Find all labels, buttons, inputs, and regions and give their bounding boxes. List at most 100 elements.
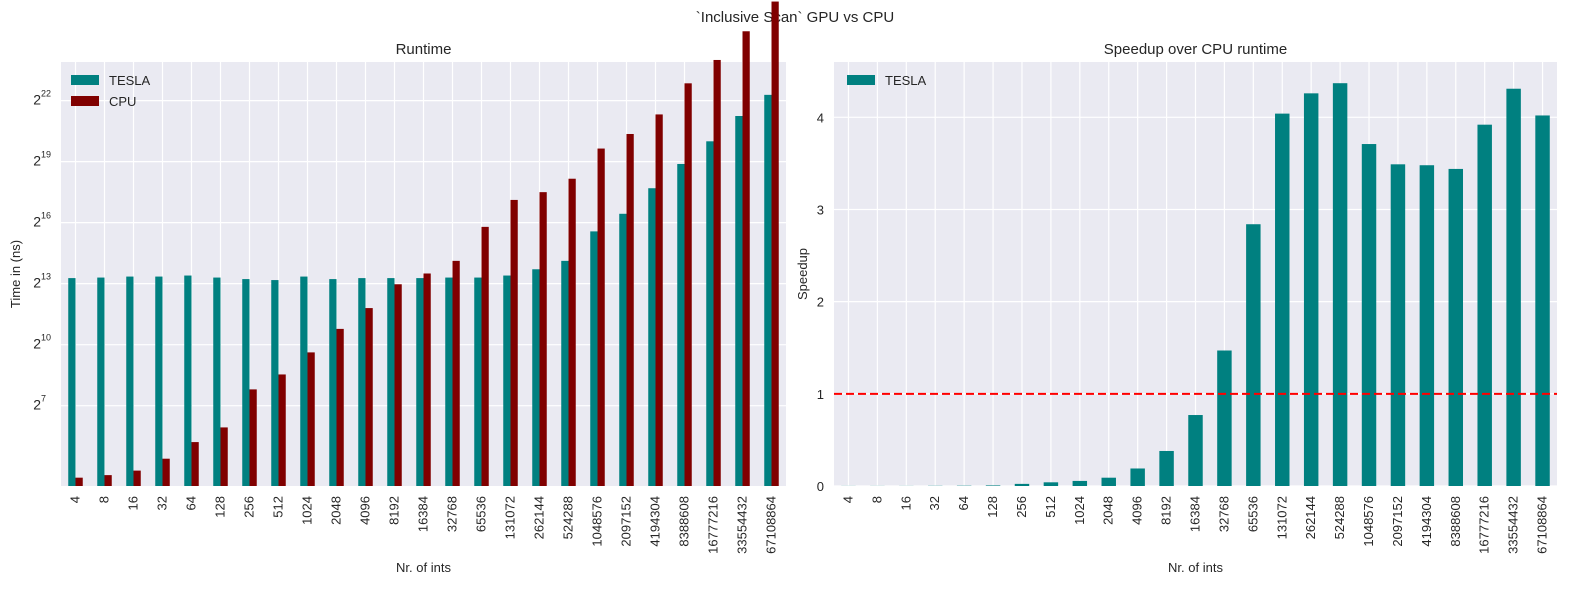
bar-tesla [706,141,714,486]
runtime-legend: TESLA CPU [71,73,151,109]
bar-cpu [220,427,228,486]
runtime-x-axis-label: Nr. of ints [396,560,451,575]
bar-tesla [1072,480,1088,486]
figure-suptitle: `Inclusive Scan` GPU vs CPU [696,9,894,26]
x-tick-label: 4194304 [648,496,663,547]
bar-tesla [1217,350,1232,486]
bar-tesla [1188,415,1203,486]
x-tick-label: 1024 [1072,496,1087,525]
y-tick-exponent: 13 [41,272,51,282]
bar-tesla [1014,483,1030,486]
bar-cpu [423,273,431,486]
x-tick-label: 256 [242,496,257,518]
x-tick-label: 67108864 [764,496,779,554]
x-tick-label: 256 [1014,496,1029,518]
bar-tesla [1477,124,1492,487]
x-tick-label: 64 [956,496,971,510]
bar-tesla [764,94,772,487]
speedup-chart: 0 1 2 3 4 4 8 16 32 64 128 256 512 1024 2048 4096 8192 1… [795,41,1557,575]
x-tick-label: 8 [869,496,884,503]
bar-tesla [68,278,76,486]
bar-cpu [481,226,489,486]
bar-tesla [1448,168,1464,486]
runtime-y-axis-label: Time in (ns) [8,240,23,308]
bar-cpu [336,328,344,486]
bar-tesla [300,276,308,486]
bar-tesla [1303,93,1319,487]
bar-cpu [278,374,286,486]
bar-tesla [387,278,395,486]
y-tick-label: 1 [817,387,824,402]
x-tick-label: 2048 [329,496,344,525]
y-tick-label: 0 [817,479,824,494]
bar-cpu [684,83,692,486]
y-tick-exponent: 16 [41,211,51,221]
speedup-x-ticks: 4 8 16 32 64 128 256 512 1024 2048 4096 8192 16384 32… [840,496,1549,554]
x-tick-label: 524288 [561,496,576,539]
bar-tesla [677,163,685,486]
legend-swatch-tesla [71,75,99,85]
x-tick-label: 2097152 [1390,496,1405,547]
x-tick-label: 4 [68,496,83,503]
bar-tesla [358,278,366,486]
x-tick-label: 4096 [358,496,373,525]
y-tick-label: 2 [33,397,41,413]
x-tick-label: 32 [927,496,942,510]
bar-tesla [271,280,279,486]
x-tick-label: 16 [898,496,913,510]
bar-tesla [1535,115,1550,486]
x-tick-label: 4194304 [1419,496,1434,547]
x-tick-label: 33554432 [1506,496,1521,554]
bar-cpu [655,114,663,487]
x-tick-label: 8192 [1159,496,1174,525]
x-tick-label: 65536 [474,496,489,532]
bar-tesla [416,278,424,486]
x-tick-label: 4096 [1130,496,1145,525]
x-tick-label: 2048 [1101,496,1116,525]
x-tick-label: 131072 [1274,496,1289,539]
bar-tesla [561,260,569,486]
x-tick-label: 8 [97,496,112,503]
x-tick-label: 262144 [1303,496,1318,539]
y-tick-label: 2 [817,295,824,310]
bar-cpu [104,475,112,486]
legend-label-tesla: TESLA [885,73,927,88]
bar-tesla [1361,144,1377,486]
bar-cpu [307,352,315,486]
bar-tesla [1332,83,1348,486]
runtime-bars [68,1,779,487]
bar-tesla [735,115,743,487]
y-tick-label: 2 [33,275,41,291]
bar-tesla [242,279,250,486]
bar-cpu [568,178,576,486]
bar-tesla [1390,164,1406,486]
bar-tesla [126,276,134,486]
bar-cpu [75,477,83,486]
x-tick-label: 4 [840,496,855,503]
x-tick-label: 32768 [445,496,460,532]
x-tick-label: 128 [985,496,1000,518]
bar-tesla [329,279,337,486]
x-tick-label: 512 [1043,496,1058,518]
legend-swatch-cpu [71,96,99,106]
x-tick-label: 8388608 [1448,496,1463,547]
bar-tesla [648,188,656,486]
bar-cpu [713,59,721,486]
x-tick-label: 1048576 [1361,496,1376,547]
x-tick-label: 128 [213,496,228,518]
bar-cpu [452,260,460,486]
bar-cpu [365,308,373,486]
x-tick-label: 32 [155,496,170,510]
bar-cpu [249,389,257,486]
x-tick-label: 64 [184,496,199,510]
bar-tesla [97,277,105,486]
x-tick-label: 65536 [1245,496,1260,532]
legend-label-cpu: CPU [109,94,136,109]
y-tick-exponent: 10 [41,333,51,343]
x-tick-label: 512 [271,496,286,518]
bar-cpu [191,442,199,486]
x-tick-label: 1048576 [590,496,605,547]
bar-tesla [155,276,163,486]
bar-cpu [597,148,605,486]
